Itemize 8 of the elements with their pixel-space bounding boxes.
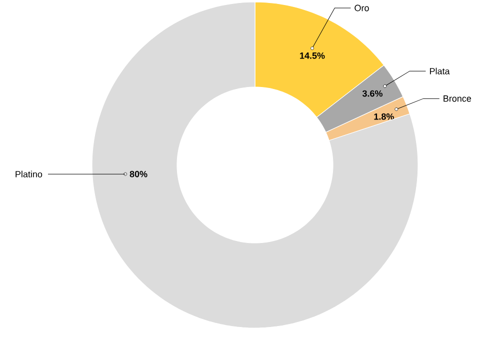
slice-label: Platino bbox=[16, 170, 42, 178]
slice-label: Bronce bbox=[444, 95, 472, 102]
data-label: 3.6% bbox=[362, 90, 382, 97]
data-label: 14.5% bbox=[300, 52, 325, 59]
data-label: 80% bbox=[130, 170, 148, 178]
slice-label: Oro bbox=[354, 4, 369, 12]
slice-label: Plata bbox=[430, 68, 450, 74]
data-label: 1.8% bbox=[374, 113, 394, 120]
